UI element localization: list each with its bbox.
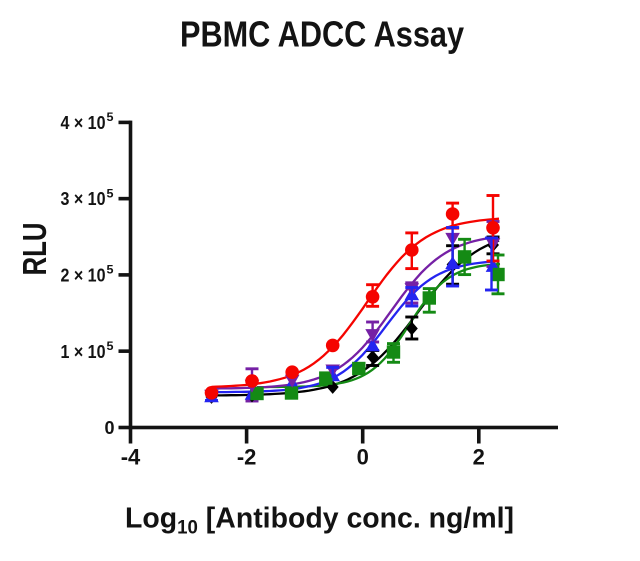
svg-text:2: 2: [473, 445, 485, 470]
svg-text:2 × 10: 2 × 10: [61, 266, 106, 286]
svg-text:0: 0: [357, 445, 369, 470]
svg-text:-2: -2: [237, 445, 257, 470]
svg-text:Log10 [Antibody conc. ng/ml]: Log10 [Antibody conc. ng/ml]: [125, 503, 514, 539]
svg-text:0: 0: [104, 418, 114, 438]
svg-text:1 × 10: 1 × 10: [61, 342, 106, 362]
svg-text:5: 5: [107, 112, 115, 124]
svg-text:PBMC ADCC Assay: PBMC ADCC Assay: [180, 13, 464, 54]
svg-text:-4: -4: [121, 445, 141, 470]
svg-text:3 × 10: 3 × 10: [61, 189, 106, 209]
svg-text:5: 5: [107, 341, 115, 353]
svg-text:4 × 10: 4 × 10: [61, 113, 106, 133]
svg-text:5: 5: [107, 265, 115, 277]
svg-text:5: 5: [107, 189, 115, 201]
svg-text:RLU: RLU: [16, 223, 53, 276]
